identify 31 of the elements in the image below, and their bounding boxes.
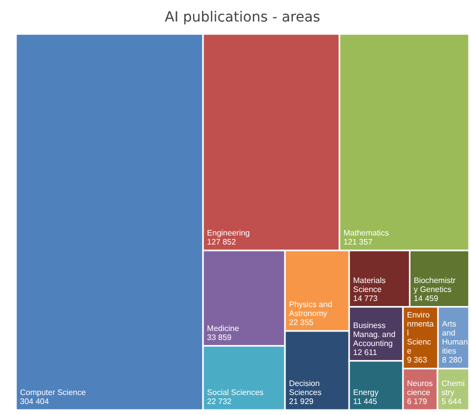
data-label: 121 357 (343, 237, 373, 246)
data-label: 304 404 (20, 397, 50, 406)
data-label: 21 929 (289, 397, 314, 406)
category-label: Materials Science (353, 276, 386, 294)
data-label: 6 179 (407, 397, 428, 406)
data-label: 14 773 (353, 294, 378, 303)
data-label: 11 445 (353, 397, 378, 406)
category-label: Mathematics (343, 228, 389, 238)
data-label: 12 611 (353, 348, 378, 357)
data-label: 14 459 (414, 294, 439, 303)
category-label: Social Sciences (207, 388, 264, 397)
data-label: 9 363 (407, 356, 428, 365)
category-label: Biochemistry Genetics (414, 276, 456, 294)
category-label: Computer Science (20, 388, 86, 397)
data-label: 33 859 (207, 332, 232, 342)
text: AI publications - areas (164, 9, 320, 26)
category-label: Decision Sciences (289, 379, 322, 397)
category-label: Physics and Astronomy (289, 300, 332, 318)
category-label: Medicine (207, 324, 240, 333)
data-label: 22 732 (207, 397, 232, 406)
category-label: Engineering (207, 228, 250, 238)
category-label: Energy (353, 388, 379, 397)
category-label: Neuroscience (407, 379, 433, 397)
data-label: 5 644 (442, 397, 462, 406)
data-label: 127 852 (207, 237, 237, 246)
data-label: 22 355 (289, 318, 314, 328)
category-label: Business Manag. and Accounting (353, 320, 396, 348)
data-label: 8 280 (442, 356, 463, 365)
category-label: Chemistry (442, 379, 465, 397)
category-label: Arts and Humanities (442, 320, 468, 356)
category-label: Environmental Science (407, 310, 434, 356)
